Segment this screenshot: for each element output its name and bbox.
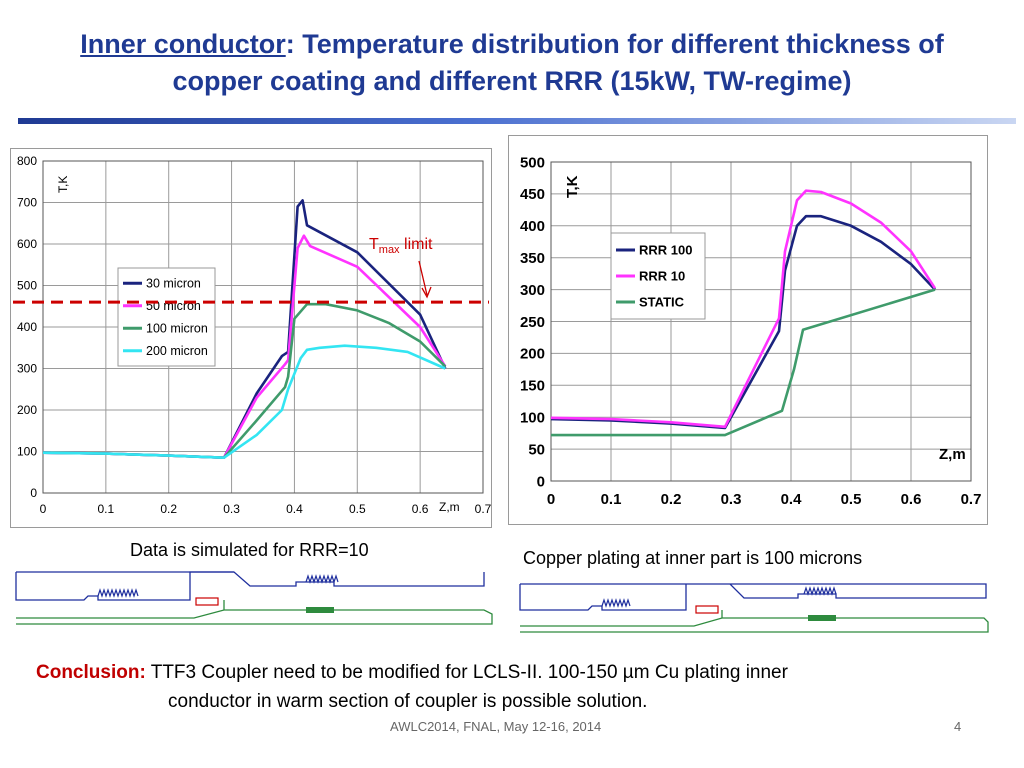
x-tick-label: 0.7 [961, 491, 982, 508]
window-marker [195, 597, 219, 606]
y-axis-label: T,K [564, 175, 581, 198]
tmax-limit-label: Tmax limit [369, 236, 433, 256]
y-tick-label: 300 [17, 362, 37, 376]
y-tick-label: 500 [520, 154, 545, 171]
y-axis-label: T,K [56, 176, 70, 193]
left-chart-panel: 0 100 200 300 400 500 600 700 800 0 0.1 0.2 0.3 0.4 0.… [10, 148, 492, 528]
bellows-right-r [803, 586, 837, 596]
x-tick-label: 0.3 [721, 491, 742, 508]
title-line-2: copper coating and different RRR (15kW, … [172, 66, 852, 96]
x-tick-label: 0.7 [475, 502, 491, 516]
x-tick-label: 0.4 [286, 502, 303, 516]
inner-conductor-outline-r [520, 610, 989, 633]
x-tick-label: 0.2 [160, 502, 177, 516]
title-underlined: Inner conductor [80, 29, 286, 59]
inner-bellows-r [808, 615, 836, 621]
title-rest: : Temperature distribution for different… [285, 29, 944, 59]
legend-label: STATIC [639, 295, 685, 310]
legend-label: 100 micron [146, 322, 208, 336]
y-tick-label: 800 [17, 154, 37, 168]
y-tick-label: 400 [17, 320, 37, 334]
series-line-static [551, 288, 936, 437]
legend-label: 200 micron [146, 344, 208, 358]
x-tick-label: 0.6 [412, 502, 429, 516]
y-tick-label: 400 [520, 218, 545, 235]
y-tick-label: 100 [520, 409, 545, 426]
tmax-label-sub: max [379, 244, 400, 256]
left-chart: 0 100 200 300 400 500 600 700 800 0 0.1 0.2 0.3 0.4 0.… [13, 154, 492, 516]
window-marker-r [695, 605, 719, 614]
page-number: 4 [954, 719, 962, 734]
legend-label: 30 micron [146, 277, 201, 291]
plot-area-border [550, 161, 972, 482]
coupler-diagram-right [519, 583, 989, 633]
right-chart-panel: 0 50 100 150 200 250 300 350 400 450 500 0 0.1 0.2 0.3… [508, 135, 988, 525]
x-axis-label: Z,m [439, 500, 460, 514]
series-line-50-micron [42, 234, 447, 460]
conclusion: Conclusion: TTF3 Coupler need to be modi… [36, 658, 996, 716]
y-tick-label: 300 [520, 282, 545, 299]
x-tick-label: 0.2 [661, 491, 682, 508]
title-divider [18, 118, 1016, 124]
x-tick-label: 0.6 [901, 491, 922, 508]
tmax-label-main: T [369, 236, 379, 253]
y-tick-label: 0 [537, 473, 545, 490]
tmax-arrow-shaft [418, 260, 428, 296]
title-line-1: Inner conductor: Temperature distributio… [0, 26, 1024, 63]
legend-label: RRR 100 [639, 243, 692, 258]
bellows-right [305, 574, 339, 584]
outer-conductor-outline-r [519, 583, 987, 611]
y-tick-label: 350 [520, 250, 545, 267]
y-tick-label: 600 [17, 237, 37, 251]
x-tick-label: 0.5 [841, 491, 862, 508]
inner-bellows [306, 607, 334, 613]
conclusion-label: Conclusion: [36, 662, 146, 683]
x-tick-label: 0.3 [223, 502, 240, 516]
x-tick-label: 0 [40, 502, 47, 516]
plot-area-border [42, 160, 484, 494]
x-tick-label: 0 [547, 491, 555, 508]
x-tick-label: 0.5 [349, 502, 366, 516]
y-tick-label: 50 [528, 441, 545, 458]
y-tick-label: 700 [17, 196, 37, 210]
slide-title: Inner conductor: Temperature distributio… [0, 26, 1024, 100]
y-tick-label: 200 [17, 403, 37, 417]
y-tick-label: 150 [520, 378, 545, 395]
x-tick-label: 0.1 [98, 502, 115, 516]
footer-event: AWLC2014, FNAL, May 12-16, 2014 [390, 719, 602, 734]
y-tick-label: 0 [30, 486, 37, 500]
inner-conductor-outline [16, 600, 493, 625]
y-tick-label: 100 [17, 445, 37, 459]
x-tick-label: 0.4 [781, 491, 803, 508]
y-tick-label: 200 [520, 346, 545, 363]
y-tick-label: 250 [520, 314, 545, 331]
series-line-200-micron [42, 344, 446, 460]
series-line-rrr-100 [550, 214, 936, 430]
coupler-diagram-left [15, 571, 493, 625]
tmax-label-suffix: limit [400, 236, 433, 253]
tmax-arrow-head [421, 286, 432, 299]
x-axis-label: Z,m [939, 446, 966, 463]
y-tick-label: 450 [520, 186, 545, 203]
series-line-rrr-10 [550, 189, 937, 429]
bellows-left [97, 588, 139, 598]
conclusion-text-2: conductor in warm section of coupler is … [168, 691, 648, 712]
x-tick-label: 0.1 [601, 491, 622, 508]
conclusion-text-1: TTF3 Coupler need to be modified for LCL… [145, 662, 788, 683]
legend-label: RRR 10 [639, 269, 685, 284]
right-chart: 0 50 100 150 200 250 300 350 400 450 500 0 0.1 0.2 0.3… [520, 154, 982, 508]
caption-left: Data is simulated for RRR=10 [130, 540, 369, 560]
outer-conductor-outline [15, 571, 485, 601]
caption-right: Copper plating at inner part is 100 micr… [523, 548, 863, 568]
bellows-left-r [601, 598, 631, 608]
y-tick-label: 500 [17, 279, 37, 293]
